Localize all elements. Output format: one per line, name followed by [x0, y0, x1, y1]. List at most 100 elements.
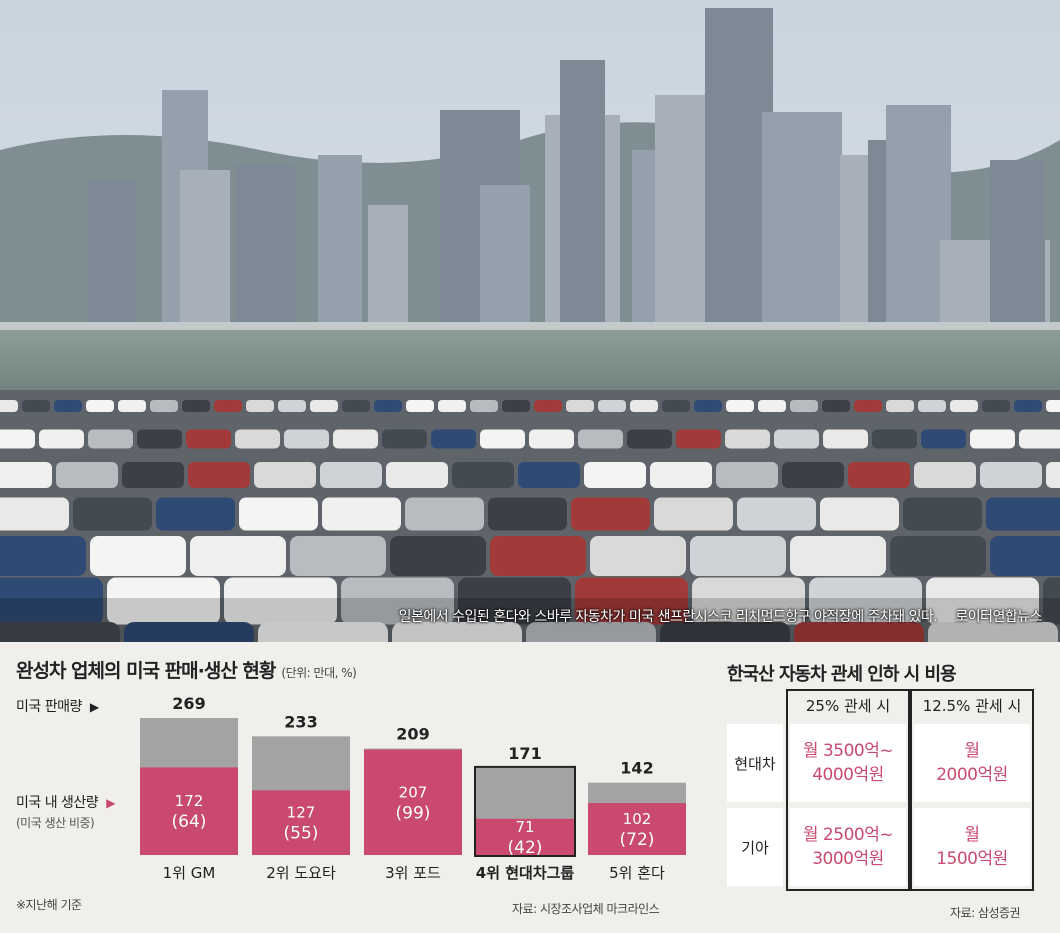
cell-kia-12-5: 월 1500억원	[914, 808, 1030, 886]
infographic-panel: 완성차 업체의 미국 판매·생산 현황 (단위: 만대, %) 미국 판매량 ▶ 미…	[0, 642, 1060, 933]
production-value-label: 172	[175, 792, 204, 810]
parked-car	[320, 462, 382, 488]
production-sub-label: (미국 생산 비중)	[16, 816, 95, 830]
parked-car	[0, 536, 86, 576]
sales-production-bar-chart: 269 172 (64) 1위 GM 233 127 (55) 2위 도요타 209 207 (99…	[140, 694, 686, 882]
parked-car	[54, 400, 82, 412]
parked-car	[627, 429, 672, 449]
cell-kia-25: 월 2500억~ 3000억원	[790, 808, 906, 886]
parked-car	[854, 400, 882, 412]
parked-car	[182, 400, 210, 412]
parked-car	[1019, 429, 1060, 449]
sales-value-label: 142	[620, 759, 653, 778]
sales-value-label: 171	[508, 744, 541, 763]
parked-car	[0, 577, 103, 625]
parked-car	[1046, 462, 1060, 488]
cell-line: 월	[964, 741, 980, 761]
parked-car	[470, 400, 498, 412]
parked-car	[86, 400, 114, 412]
parked-car	[322, 497, 401, 531]
parked-car	[150, 400, 178, 412]
photo-credit: 로이터연합뉴스	[955, 609, 1042, 625]
parked-car	[452, 462, 514, 488]
skyline-building	[368, 205, 408, 325]
parked-car	[716, 462, 778, 488]
photo-caption: 일본에서 수입된 혼다와 스바루 자동차가 미국 샌프란시스코 리치먼드항구 야…	[398, 606, 1043, 626]
parked-car	[822, 400, 850, 412]
parked-car	[662, 400, 690, 412]
skyline-building	[88, 180, 136, 325]
parked-car	[820, 497, 899, 531]
production-arrow-icon: ▶	[106, 796, 115, 810]
parked-car	[630, 400, 658, 412]
production-share-label: (72)	[620, 830, 655, 850]
skyline-building	[318, 155, 362, 325]
parked-car	[790, 400, 818, 412]
parked-car	[90, 536, 186, 576]
parked-car	[0, 497, 69, 531]
tariff-12-5-column-frame	[910, 689, 1034, 891]
parked-car	[676, 429, 721, 449]
parked-car	[438, 400, 466, 412]
category-tick-label: 1위 GM	[163, 864, 216, 882]
parked-car	[1014, 400, 1042, 412]
parked-car	[990, 536, 1060, 576]
chart-unit: (단위: 만대, %)	[281, 666, 357, 680]
parked-car	[490, 536, 586, 576]
parked-car	[56, 462, 118, 488]
parked-car	[73, 497, 152, 531]
port-parking-lot-photo	[0, 0, 1060, 642]
production-value-label: 71	[515, 818, 534, 836]
parked-car	[0, 400, 18, 412]
parked-car	[406, 400, 434, 412]
parked-car	[737, 497, 816, 531]
parked-car	[980, 462, 1042, 488]
production-share-label: (42)	[508, 838, 543, 858]
caption-text: 일본에서 수입된 혼다와 스바루 자동차가 미국 샌프란시스코 리치먼드항구 야…	[398, 609, 938, 625]
parked-car	[107, 577, 220, 625]
production-value-label: 127	[287, 804, 316, 822]
parked-car	[188, 462, 250, 488]
cell-hyundai-12-5: 월 2000억원	[914, 724, 1030, 802]
table-title: 한국산 자동차 관세 인하 시 비용	[727, 664, 957, 685]
parked-car	[578, 429, 623, 449]
parked-car	[235, 429, 280, 449]
company-hyundai: 현대차	[727, 724, 783, 802]
parked-car	[758, 400, 786, 412]
parked-car	[982, 400, 1010, 412]
parked-car	[725, 429, 770, 449]
skyline-building	[705, 8, 773, 325]
parked-car	[926, 577, 1039, 625]
cell-line: 1500억원	[936, 849, 1008, 869]
sales-value-label: 209	[396, 725, 429, 744]
parked-car	[341, 577, 454, 625]
parked-car	[918, 400, 946, 412]
production-value-label: 102	[623, 810, 652, 828]
production-row-label: 미국 내 생산량 ▶	[16, 792, 115, 812]
parked-car	[903, 497, 982, 531]
cell-line: 월 2500억~	[802, 825, 894, 845]
skyline-building	[990, 160, 1045, 325]
parked-car	[224, 577, 337, 625]
sales-row-label: 미국 판매량 ▶	[16, 696, 99, 716]
parked-car	[284, 429, 329, 449]
footnote: ※지난해 기준	[16, 898, 82, 912]
skyline-building	[655, 95, 710, 325]
parked-car	[122, 462, 184, 488]
category-tick-label: 2위 도요타	[266, 864, 336, 882]
parked-car	[566, 400, 594, 412]
parked-car	[290, 536, 386, 576]
parked-car	[590, 536, 686, 576]
parked-car	[584, 462, 646, 488]
header-tariff-25: 25% 관세 시	[805, 697, 891, 715]
parked-car	[1043, 577, 1060, 625]
highlight-frame	[474, 765, 576, 857]
parked-car	[950, 400, 978, 412]
parked-car	[690, 536, 786, 576]
parked-car	[246, 400, 274, 412]
cell-line: 3000억원	[812, 849, 884, 869]
parked-car	[333, 429, 378, 449]
parked-car	[254, 462, 316, 488]
parked-car	[774, 429, 819, 449]
parked-car	[458, 577, 571, 625]
